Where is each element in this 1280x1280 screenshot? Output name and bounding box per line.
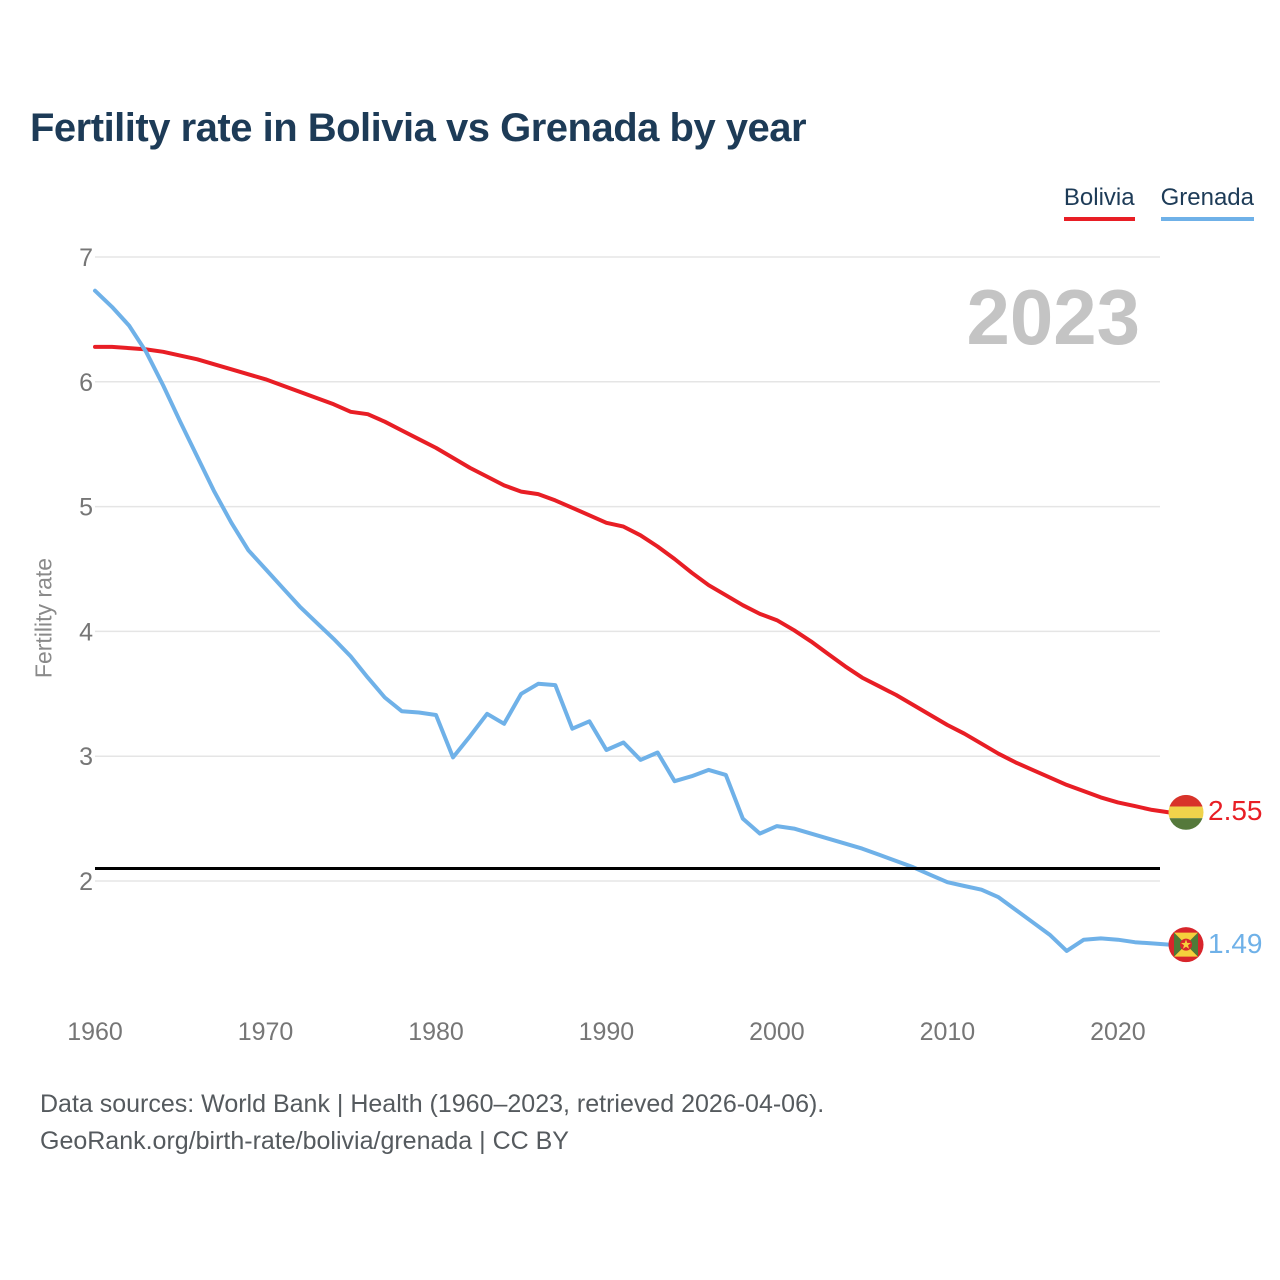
x-tick-label: 1960	[67, 1018, 123, 1046]
x-tick-label: 1970	[238, 1018, 294, 1046]
y-tick-label: 2	[79, 868, 93, 896]
series-line-bolivia[interactable]	[93, 344, 1171, 815]
data-source-line2: GeoRank.org/birth-rate/bolivia/grenada |…	[40, 1127, 569, 1155]
bolivia-end-value: 2.55	[1208, 795, 1263, 827]
watermark-year: 2023	[966, 273, 1140, 361]
y-tick-label: 7	[79, 244, 93, 272]
legend: Bolivia Grenada	[1063, 184, 1254, 221]
y-tick-label: 6	[79, 369, 93, 397]
legend-label-bolivia: Bolivia	[1063, 184, 1135, 211]
x-tick-label: 2000	[749, 1018, 805, 1046]
x-tick-label: 2010	[920, 1018, 976, 1046]
grenada-flag-icon	[1168, 927, 1204, 963]
legend-label-grenada: Grenada	[1160, 184, 1254, 211]
bolivia-flag-icon	[1168, 794, 1204, 830]
legend-item-grenada[interactable]: Grenada	[1160, 184, 1254, 221]
y-tick-label: 4	[79, 618, 93, 646]
series-line-grenada[interactable]	[93, 288, 1171, 953]
y-axis-title: Fertility rate	[30, 557, 57, 679]
x-tick-label: 1990	[579, 1018, 635, 1046]
data-source-note: Data sources: World Bank | Health (1960–…	[40, 1086, 824, 1160]
data-source-line1: Data sources: World Bank | Health (1960–…	[40, 1090, 825, 1118]
legend-item-bolivia[interactable]: Bolivia	[1063, 184, 1135, 221]
x-tick-label: 2020	[1090, 1018, 1146, 1046]
y-tick-label: 3	[79, 743, 93, 771]
y-tick-label: 5	[79, 494, 93, 522]
x-tick-label: 1980	[408, 1018, 464, 1046]
grenada-end-value: 1.49	[1208, 927, 1263, 959]
page-title: Fertility rate in Bolivia vs Grenada by …	[30, 106, 807, 150]
